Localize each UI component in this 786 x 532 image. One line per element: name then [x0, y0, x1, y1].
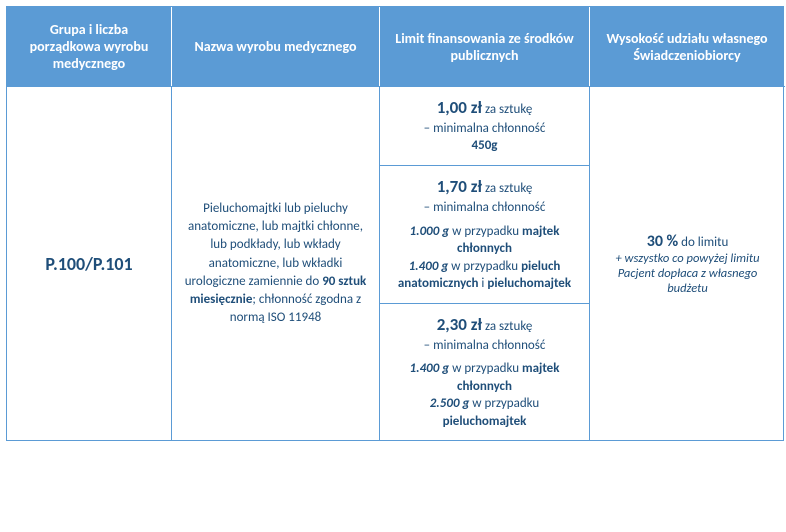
limit-block-2: 1,70 zł za sztukę – minimalna chłonność …: [380, 166, 589, 304]
limit-product: pieluchomajtek: [487, 276, 571, 291]
limit-txt: w przypadku: [448, 259, 521, 274]
cell-limits: 1,00 zł za sztukę – minimalna chłonność …: [380, 86, 590, 440]
pricing-table: Grupa i liczba porządkowa wyrobu medyczn…: [6, 6, 784, 441]
cell-share: 30 % do limitu + wszystko co powyżej lim…: [590, 86, 785, 440]
limit-unit: za sztukę: [482, 102, 532, 117]
limit-detail-2: 1.400 g w przypadku pieluch anatomicznyc…: [392, 258, 577, 293]
header-col-1: Grupa i liczba porządkowa wyrobu medyczn…: [7, 7, 172, 86]
limit-unit: za sztukę: [482, 319, 532, 334]
limit-subtext: – minimalna chłonność: [392, 199, 577, 217]
limit-txt: w przypadku: [469, 396, 539, 411]
limit-detail-1: 1.000 g w przypadku majtek chłonnych: [392, 223, 577, 258]
desc-text: Pieluchomajtki lub pieluchy anatomiczne,…: [182, 200, 369, 327]
limit-subtext: – minimalna chłonność: [392, 337, 577, 355]
share-suffix: do limitu: [678, 235, 728, 250]
limit-block-3: 2,30 zł za sztukę – minimalna chłonność …: [380, 304, 589, 441]
limit-grams: 2.500 g: [430, 396, 470, 411]
limit-product: pieluchomajtek: [443, 414, 527, 429]
limit-price: 2,30 zł: [437, 314, 482, 335]
limit-block-1: 1,00 zł za sztukę – minimalna chłonność …: [380, 87, 589, 166]
share-note: + wszystko co powyżej limitu Pacjent dop…: [600, 251, 775, 296]
limit-price: 1,00 zł: [437, 97, 482, 118]
limit-grams: 1.400 g: [409, 259, 449, 274]
limit-grams: 1.000 g: [410, 224, 450, 239]
limit-price: 1,70 zł: [437, 176, 482, 197]
header-col-3: Limit finansowania ze środków publicznyc…: [380, 7, 590, 86]
cell-description: Pieluchomajtki lub pieluchy anatomiczne,…: [172, 86, 380, 440]
header-col-4: Wysokość udziału własnego Świadczeniobio…: [590, 7, 785, 86]
share-percent: 30 %: [647, 232, 679, 251]
cell-code: P.100/P.101: [7, 86, 172, 440]
limit-price-line: 1,00 zł za sztukę: [392, 97, 577, 120]
limit-detail-1: 1.400 g w przypadku majtek chłonnych: [392, 360, 577, 395]
product-code: P.100/P.101: [45, 253, 132, 275]
share-line: 30 % do limitu: [647, 232, 729, 251]
limit-subtext: – minimalna chłonność: [392, 120, 577, 138]
header-col-2: Nazwa wyrobu medycznego: [172, 7, 380, 86]
limit-price-line: 2,30 zł za sztukę: [392, 314, 577, 337]
limit-txt: w przypadku: [449, 361, 522, 376]
limit-price-line: 1,70 zł za sztukę: [392, 176, 577, 199]
limit-txt: w przypadku: [449, 224, 522, 239]
limit-absorb: 450g: [392, 137, 577, 155]
limit-unit: za sztukę: [482, 181, 532, 196]
limit-detail-2: 2.500 g w przypadku pieluchomajtek: [392, 395, 577, 430]
limit-grams: 1.400 g: [410, 361, 450, 376]
